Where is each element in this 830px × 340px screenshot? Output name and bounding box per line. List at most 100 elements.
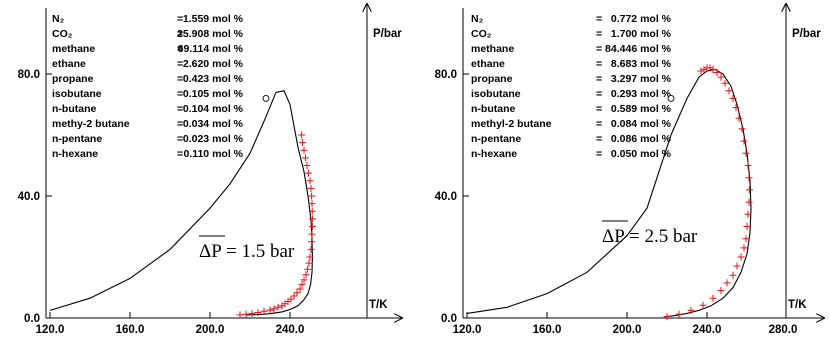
data-point-marker bbox=[308, 200, 316, 208]
data-point-marker bbox=[274, 303, 282, 311]
chart-panel-right: 120.0 160.0 200.0 240.0 280.0 0.0 40.0 8… bbox=[435, 4, 824, 336]
measured-points bbox=[236, 131, 316, 319]
data-point-marker bbox=[236, 311, 244, 319]
chart-panel-left: 120.0 160.0 200.0 240.0 0.0 40.0 80.0 P/… bbox=[18, 4, 403, 336]
component-value: 25.908 mol % bbox=[177, 28, 244, 40]
component-name: ethane bbox=[52, 58, 86, 70]
data-point-marker bbox=[732, 104, 740, 112]
annotation-suffix: = 2.5 bar bbox=[629, 226, 698, 247]
equals-sign: = bbox=[596, 43, 602, 55]
data-point-marker bbox=[723, 279, 731, 287]
data-point-marker bbox=[300, 276, 308, 284]
x-ticks: 120.0 160.0 200.0 240.0 bbox=[36, 312, 305, 336]
data-point-marker bbox=[307, 184, 315, 192]
component-name: n-hexane bbox=[471, 148, 517, 160]
y-tick-label: 80.0 bbox=[18, 69, 40, 81]
data-point-marker bbox=[308, 207, 316, 215]
data-point-marker bbox=[260, 307, 268, 315]
y-tick-label: 40.0 bbox=[435, 191, 457, 203]
component-name: methyl-2 butane bbox=[471, 118, 552, 130]
data-point-marker bbox=[721, 79, 729, 87]
y-tick-label: 0.0 bbox=[441, 313, 457, 325]
data-point-marker bbox=[729, 271, 737, 279]
data-point-marker bbox=[308, 192, 316, 200]
component-name: n-pentane bbox=[52, 133, 102, 145]
equals-sign: = bbox=[177, 103, 183, 115]
component-value: 1.559 mol % bbox=[183, 13, 244, 25]
data-point-marker bbox=[300, 146, 308, 154]
data-point-marker bbox=[305, 259, 313, 267]
data-point-marker bbox=[301, 154, 309, 162]
data-point-marker bbox=[308, 215, 316, 223]
equals-sign: = bbox=[177, 88, 183, 100]
data-point-marker bbox=[729, 94, 737, 102]
equals-sign: = bbox=[596, 118, 602, 130]
y-ticks: 0.0 40.0 80.0 bbox=[18, 69, 52, 325]
data-point-marker bbox=[304, 265, 312, 273]
y-tick-label: 40.0 bbox=[18, 191, 40, 203]
x-tick-label: 160.0 bbox=[116, 324, 145, 336]
data-point-marker bbox=[713, 69, 721, 76]
equals-sign: = bbox=[596, 73, 602, 85]
data-point-marker bbox=[744, 162, 752, 169]
component-value: 2.620 mol % bbox=[183, 58, 244, 70]
component-value: 0.105 mol % bbox=[183, 88, 244, 100]
component-name: CO₂ bbox=[52, 28, 73, 40]
data-point-marker bbox=[663, 313, 671, 320]
data-point-marker bbox=[675, 310, 683, 318]
x-ticks: 120.0 160.0 200.0 240.0 280.0 bbox=[453, 312, 798, 336]
equals-sign: = bbox=[177, 118, 183, 130]
data-point-marker bbox=[733, 262, 741, 270]
equals-sign: = bbox=[596, 103, 602, 115]
x-axis-title: T/K bbox=[788, 299, 807, 311]
data-point-marker bbox=[740, 137, 748, 145]
component-name: methane bbox=[471, 43, 514, 55]
equals-sign: = bbox=[177, 148, 183, 160]
component-name: methane bbox=[52, 43, 95, 55]
equals-sign: = bbox=[596, 148, 602, 160]
data-point-marker bbox=[743, 223, 751, 230]
x-tick-label: 240.0 bbox=[276, 324, 305, 336]
data-point-marker bbox=[248, 309, 256, 317]
composition-table: N₂ = 1.559 mol % CO₂ = 25.908 mol % meth… bbox=[52, 13, 244, 160]
y-ticks: 0.0 40.0 80.0 bbox=[435, 69, 469, 325]
equals-sign: = bbox=[596, 13, 602, 25]
component-value: 84.446 mol % bbox=[605, 43, 672, 55]
y-tick-label: 80.0 bbox=[435, 69, 457, 81]
data-point-marker bbox=[745, 198, 753, 206]
component-name: propane bbox=[471, 73, 513, 85]
data-point-marker bbox=[737, 253, 745, 261]
data-point-marker bbox=[299, 139, 307, 147]
component-name: n-butane bbox=[52, 103, 96, 115]
data-point-marker bbox=[303, 162, 311, 169]
x-tick-label: 200.0 bbox=[613, 324, 642, 336]
data-point-marker bbox=[740, 244, 748, 252]
x-tick-label: 240.0 bbox=[693, 324, 722, 336]
equals-sign: = bbox=[596, 133, 602, 145]
calculated-envelope-line bbox=[49, 90, 313, 316]
data-point-marker bbox=[296, 285, 304, 293]
data-point-marker bbox=[308, 223, 316, 230]
component-value: 0.772 mol % bbox=[611, 13, 672, 25]
data-point-marker bbox=[709, 65, 717, 73]
data-point-marker bbox=[254, 309, 262, 316]
equals-sign: = bbox=[177, 73, 183, 85]
x-tick-label: 200.0 bbox=[196, 324, 225, 336]
component-name: methy-2 butane bbox=[52, 118, 130, 130]
component-value: 69.114 mol % bbox=[178, 43, 244, 55]
component-value: 0.423 mol % bbox=[183, 73, 244, 85]
data-point-marker bbox=[738, 125, 746, 133]
data-point-marker bbox=[307, 245, 315, 253]
x-tick-label: 280.0 bbox=[769, 324, 798, 336]
data-point-marker bbox=[709, 294, 717, 302]
data-point-marker bbox=[298, 280, 306, 288]
data-point-marker bbox=[290, 292, 298, 300]
data-point-marker bbox=[687, 306, 695, 314]
data-point-marker bbox=[742, 235, 750, 243]
component-name: isobutane bbox=[471, 88, 521, 100]
delta-p-annotation: ΔP = 1.5 bar bbox=[199, 235, 295, 262]
data-point-marker bbox=[293, 289, 301, 297]
equals-sign: = bbox=[596, 58, 602, 70]
component-name: ethane bbox=[471, 58, 505, 70]
